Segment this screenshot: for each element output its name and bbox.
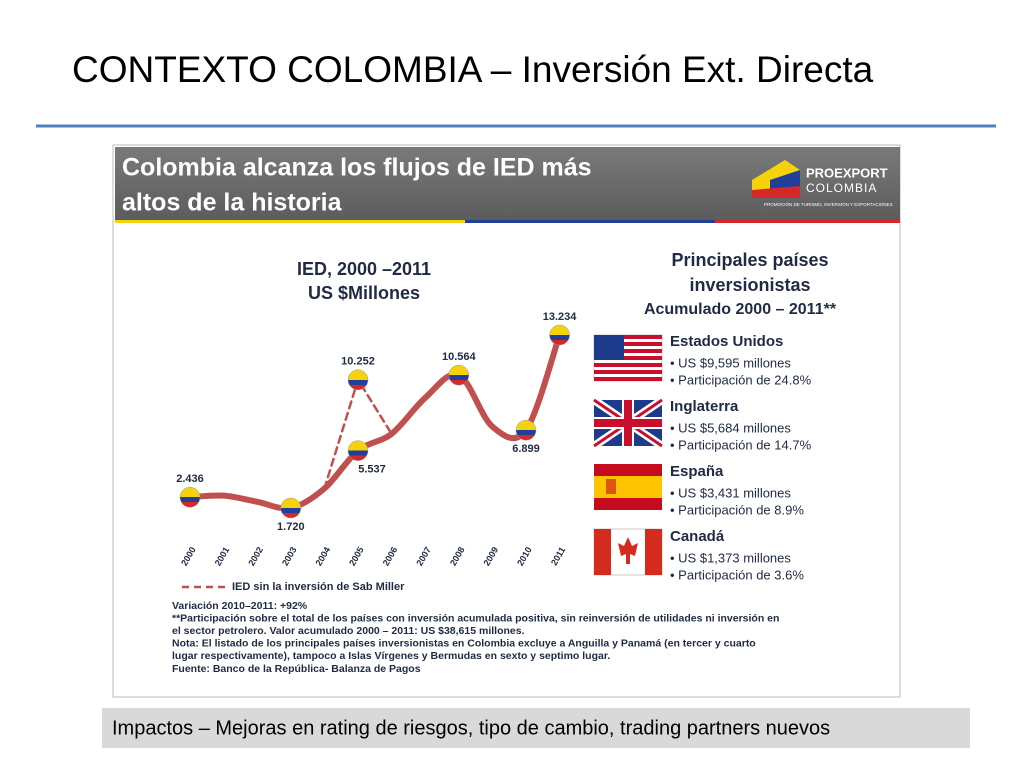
logo-text: PROEXPORT [806,165,888,180]
legend-label: IED sin la inversión de Sab Miller [232,581,405,593]
countries-title: Principales países [671,250,828,270]
marker [179,486,201,508]
data-label: 10.252 [341,356,375,368]
note: Fuente: Banco de la República- Balanza d… [172,663,421,675]
marker [347,369,369,391]
line [187,332,563,512]
country-detail: • Participación de 14.7% [670,437,812,452]
logo: PROEXPORT COLOMBIA PROMOCIÓN DE TURISMO,… [752,160,893,207]
flag-us [593,334,663,382]
country-detail: • Participación de 3.6% [670,567,804,582]
note: lugar respectivamente), tampoco a Islas … [172,650,610,662]
countries-title: Acumulado 2000 – 2011** [644,301,837,318]
footer-box [102,708,970,748]
countries-title: inversionistas [689,275,810,295]
data-label: 13.234 [543,311,578,323]
stripe [715,220,900,223]
note: **Participación sobre el total de los pa… [172,612,779,624]
flag-uk [591,396,665,450]
data-label: 6.899 [512,443,540,455]
note: Variación 2010–2011: +92% [172,600,308,612]
country-name: Estados Unidos [670,333,783,350]
data-label: 10.564 [442,351,477,363]
data-label: 1.720 [277,521,305,533]
chart-title: IED, 2000 –2011 [297,259,431,279]
chart-title: US $Millones [308,283,420,303]
note: el sector petrolero. Valor acumulado 200… [172,625,525,637]
country-detail: • Participación de 8.9% [670,502,804,517]
country-detail: • US $3,431 millones [670,485,791,500]
marker [515,419,537,441]
marker [280,497,302,519]
country-detail: • US $5,684 millones [670,420,791,435]
country-detail: • Participación de 24.8% [670,372,812,387]
note: Nota: El listado de los principales país… [172,638,756,650]
flag-ca [593,528,663,576]
logo-text: COLOMBIA [806,181,877,195]
country-name: Inglaterra [670,398,739,415]
stripe [465,220,715,223]
slide-title: CONTEXTO COLOMBIA – Inversión Ext. Direc… [72,49,874,90]
country-name: España [670,463,724,480]
headline: Colombia alcanza los flujos de IED más [122,154,592,182]
marker [347,440,369,461]
data-label: 5.537 [358,464,386,476]
headline: altos de la historia [122,189,343,217]
country-detail: • US $1,373 millones [670,550,791,565]
stripe [115,220,465,223]
country-detail: • US $9,595 millones [670,355,791,370]
data-label: 2.436 [176,473,204,485]
panel [112,144,901,698]
logo-tagline: PROMOCIÓN DE TURISMO, INVERSIÓN Y EXPORT… [764,201,893,207]
flag-es [594,464,662,510]
marker [549,324,570,346]
footer: Impactos – Mejoras en rating de riesgos,… [112,717,830,739]
marker [448,364,470,386]
country-name: Canadá [670,528,725,545]
